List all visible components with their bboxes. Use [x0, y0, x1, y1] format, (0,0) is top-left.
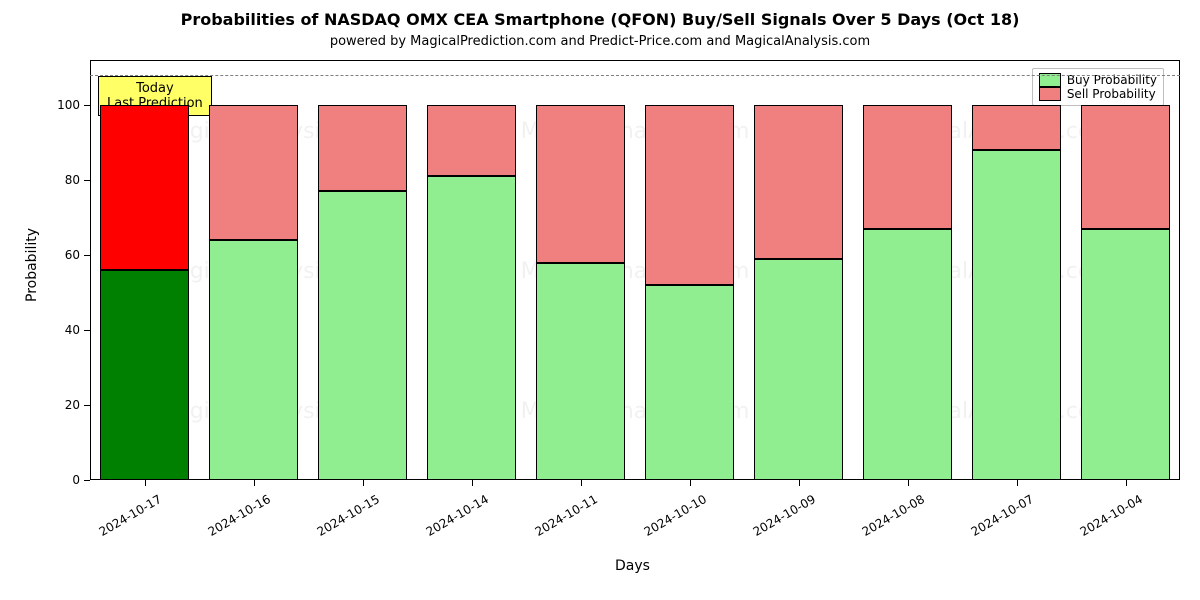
- buy-bar: [645, 285, 734, 480]
- y-tick: [84, 330, 90, 331]
- x-tick: [908, 480, 909, 486]
- y-tick: [84, 405, 90, 406]
- bar-group: [427, 60, 516, 480]
- x-tick-label: 2024-10-11: [515, 492, 600, 549]
- sell-bar: [536, 105, 625, 263]
- bar-group: [318, 60, 407, 480]
- y-tick: [84, 105, 90, 106]
- sell-bar: [318, 105, 407, 191]
- buy-bar: [209, 240, 298, 480]
- y-tick-label: 20: [48, 398, 80, 412]
- x-tick-label: 2024-10-17: [79, 492, 164, 549]
- x-tick: [145, 480, 146, 486]
- sell-bar: [754, 105, 843, 259]
- sell-bar: [863, 105, 952, 229]
- chart-root: Probabilities of NASDAQ OMX CEA Smartpho…: [0, 0, 1200, 600]
- buy-bar: [972, 150, 1061, 480]
- y-axis-label: Probability: [24, 228, 40, 302]
- bar-group: [645, 60, 734, 480]
- sell-bar: [100, 105, 189, 270]
- x-tick: [581, 480, 582, 486]
- x-tick-label: 2024-10-10: [624, 492, 709, 549]
- y-tick-label: 0: [48, 473, 80, 487]
- chart-title: Probabilities of NASDAQ OMX CEA Smartpho…: [0, 10, 1200, 29]
- bar-group: [863, 60, 952, 480]
- sell-bar: [209, 105, 298, 240]
- x-tick: [1126, 480, 1127, 486]
- y-tick-label: 60: [48, 248, 80, 262]
- buy-bar: [863, 229, 952, 480]
- sell-bar: [427, 105, 516, 176]
- x-tick: [690, 480, 691, 486]
- chart-subtitle: powered by MagicalPrediction.com and Pre…: [0, 34, 1200, 49]
- x-tick: [799, 480, 800, 486]
- y-tick: [84, 480, 90, 481]
- sell-bar: [645, 105, 734, 285]
- x-tick-label: 2024-10-09: [733, 492, 818, 549]
- y-tick-label: 40: [48, 323, 80, 337]
- x-tick-label: 2024-10-16: [188, 492, 273, 549]
- x-tick-label: 2024-10-07: [951, 492, 1036, 549]
- x-tick: [254, 480, 255, 486]
- plot-area: MagicalAnalysis.comMagicalAnalysis.comMa…: [90, 60, 1180, 480]
- buy-bar: [427, 176, 516, 480]
- bar-group: [1081, 60, 1170, 480]
- x-tick-label: 2024-10-08: [842, 492, 927, 549]
- bar-group: [754, 60, 843, 480]
- x-tick: [1017, 480, 1018, 486]
- sell-bar: [1081, 105, 1170, 229]
- sell-bar: [972, 105, 1061, 150]
- buy-bar: [754, 259, 843, 480]
- bar-group: [536, 60, 625, 480]
- x-tick: [472, 480, 473, 486]
- buy-bar: [536, 263, 625, 481]
- y-tick: [84, 255, 90, 256]
- y-tick-label: 80: [48, 173, 80, 187]
- x-tick-label: 2024-10-04: [1060, 492, 1145, 549]
- x-axis-label: Days: [615, 558, 650, 574]
- buy-bar: [318, 191, 407, 480]
- bar-group: [100, 60, 189, 480]
- bar-group: [209, 60, 298, 480]
- x-tick-label: 2024-10-14: [406, 492, 491, 549]
- y-tick: [84, 180, 90, 181]
- y-tick-label: 100: [48, 98, 80, 112]
- buy-bar: [1081, 229, 1170, 480]
- buy-bar: [100, 270, 189, 480]
- bar-group: [972, 60, 1061, 480]
- x-tick: [363, 480, 364, 486]
- x-tick-label: 2024-10-15: [297, 492, 382, 549]
